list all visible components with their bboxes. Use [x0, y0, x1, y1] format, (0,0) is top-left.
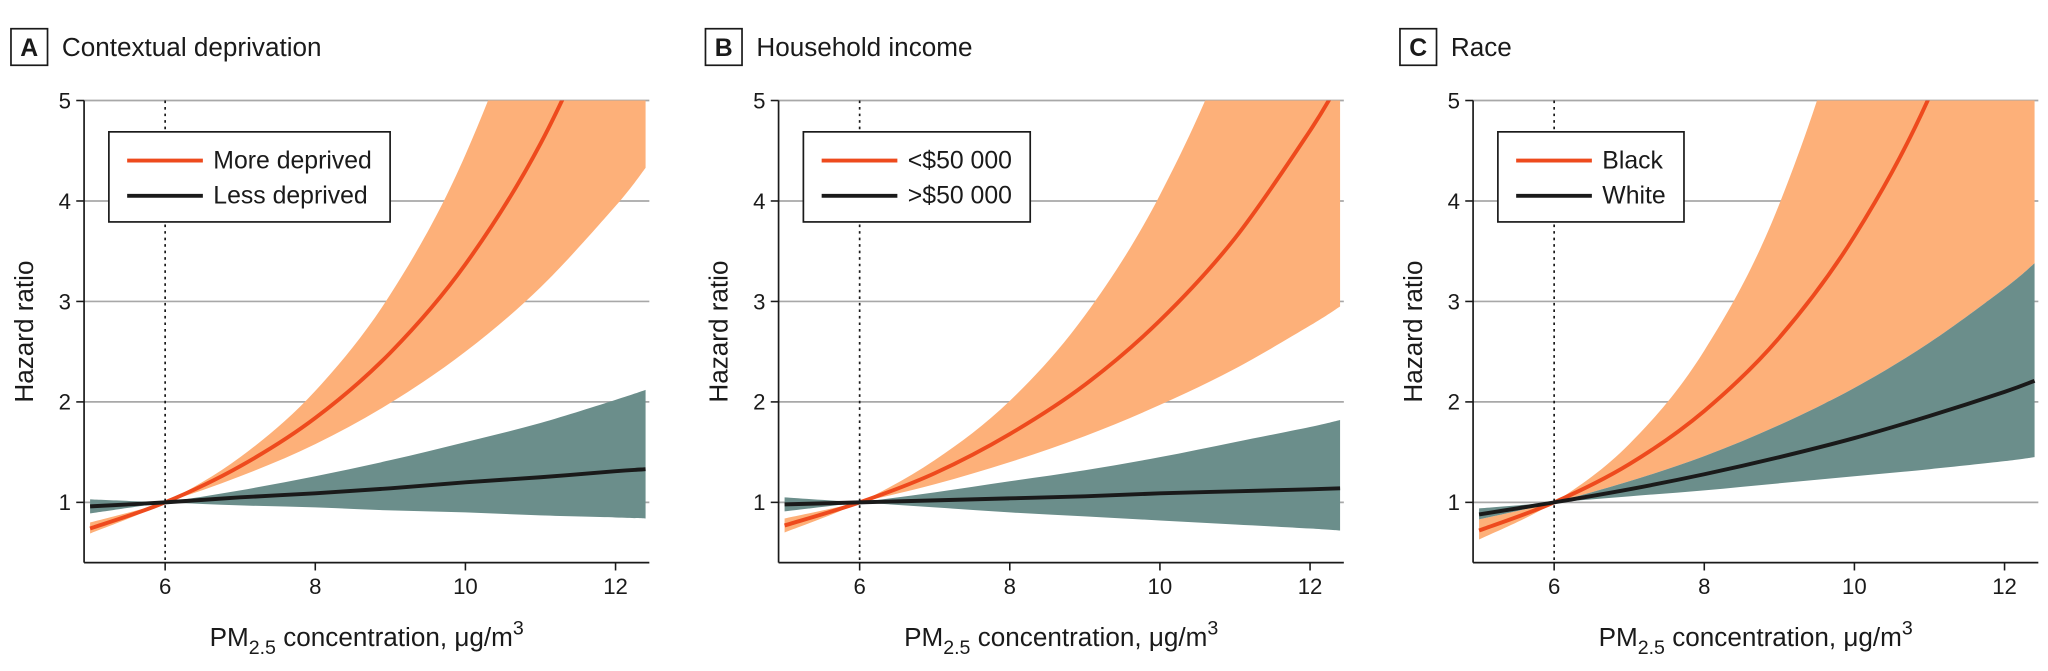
y-tick-label: 3: [753, 289, 765, 314]
panel-title: Race: [1451, 32, 1512, 62]
panel-label-box: [10, 27, 49, 67]
legend-label: White: [1602, 183, 1665, 210]
y-axis-label: Hazard ratio: [9, 261, 39, 403]
x-axis-label-part: 3: [1902, 617, 1913, 639]
x-tick-label: 12: [603, 574, 628, 599]
x-tick-label: 8: [309, 574, 321, 599]
legend-box: [802, 131, 1032, 223]
x-axis-label-part: 3: [513, 617, 524, 639]
x-axis-label-part: PM: [210, 622, 249, 652]
line: [89, 100, 565, 531]
x-tick-label: 6: [853, 574, 865, 599]
panel-label: A: [20, 35, 38, 62]
panel-label-box: [704, 27, 743, 67]
x-axis-label: PM2.5 concentration, μg/m3: [1599, 617, 1913, 659]
x-axis-label-part: 2.5: [249, 637, 276, 659]
x-tick-label: 6: [1548, 574, 1560, 599]
x-axis-label-part: 2.5: [1638, 637, 1665, 659]
line: [1478, 378, 2036, 517]
legend: <$50 000 >$50 000: [802, 131, 1032, 223]
x-axis-label: PM2.5 concentration, μg/m3: [904, 617, 1218, 659]
plot-area: [1478, 100, 2036, 540]
legend-label: Black: [1602, 147, 1663, 174]
y-axis-label: Hazard ratio: [1398, 261, 1428, 403]
y-tick-label: 4: [59, 189, 71, 214]
legend-label: <$50 000: [908, 147, 1012, 174]
legend-box: [108, 131, 391, 223]
x-tick-label: 10: [453, 574, 478, 599]
x-tick-label: 12: [1992, 574, 2017, 599]
x-tick-label: 8: [1004, 574, 1016, 599]
confidence-band: [90, 389, 646, 519]
x-tick-label: 10: [1842, 574, 1867, 599]
panel-label: B: [715, 35, 733, 62]
y-tick-label: 5: [1448, 88, 1460, 113]
panel-label: C: [1409, 35, 1427, 62]
y-tick-label: 4: [753, 189, 765, 214]
confidence-band: [90, 100, 646, 534]
x-axis-label-part: 2.5: [943, 637, 970, 659]
x-tick-label: 8: [1698, 574, 1710, 599]
y-tick-label: 1: [59, 490, 71, 515]
line: [784, 486, 1341, 507]
y-tick-label: 1: [1448, 490, 1460, 515]
legend-label: >$50 000: [908, 183, 1012, 210]
y-tick-label: 2: [59, 390, 71, 415]
confidence-band: [1479, 100, 2035, 540]
panel-title: Contextual deprivation: [62, 32, 322, 62]
x-axis-label-part: PM: [1599, 622, 1638, 652]
legend-label: More deprived: [213, 147, 372, 174]
x-axis-label-part: PM: [904, 622, 943, 652]
legend: More deprived Less deprived: [108, 131, 391, 223]
x-axis-label-part: concentration, μg/m: [970, 622, 1207, 652]
x-tick-label: 6: [159, 574, 171, 599]
y-tick-label: 4: [1448, 189, 1460, 214]
x-tick-label: 12: [1298, 574, 1323, 599]
confidence-band: [1479, 263, 2035, 520]
confidence-band: [784, 100, 1341, 533]
y-tick-label: 1: [753, 490, 765, 515]
line: [1478, 100, 1930, 533]
y-tick-label: 2: [753, 390, 765, 415]
plot-area: [784, 100, 1341, 533]
legend-label: Less deprived: [213, 183, 367, 210]
x-axis-label: PM2.5 concentration, μg/m3: [210, 617, 524, 659]
x-axis-label-part: concentration, μg/m: [276, 622, 513, 652]
x-tick-label: 10: [1148, 574, 1173, 599]
y-tick-label: 5: [59, 88, 71, 113]
x-axis-label-part: 3: [1207, 617, 1218, 639]
plot-area: [89, 100, 646, 534]
y-tick-label: 2: [1448, 390, 1460, 415]
y-tick-label: 5: [753, 88, 765, 113]
panel-label-box: [1399, 27, 1438, 67]
x-axis-label-part: concentration, μg/m: [1665, 622, 1902, 652]
y-axis-label: Hazard ratio: [704, 261, 734, 403]
line: [784, 100, 1332, 528]
confidence-band: [784, 419, 1341, 531]
panel-title: Household income: [756, 32, 972, 62]
legend-box: [1497, 131, 1685, 223]
line: [89, 467, 646, 509]
y-tick-label: 3: [1448, 289, 1460, 314]
legend: Black White: [1497, 131, 1685, 223]
y-tick-label: 3: [59, 289, 71, 314]
